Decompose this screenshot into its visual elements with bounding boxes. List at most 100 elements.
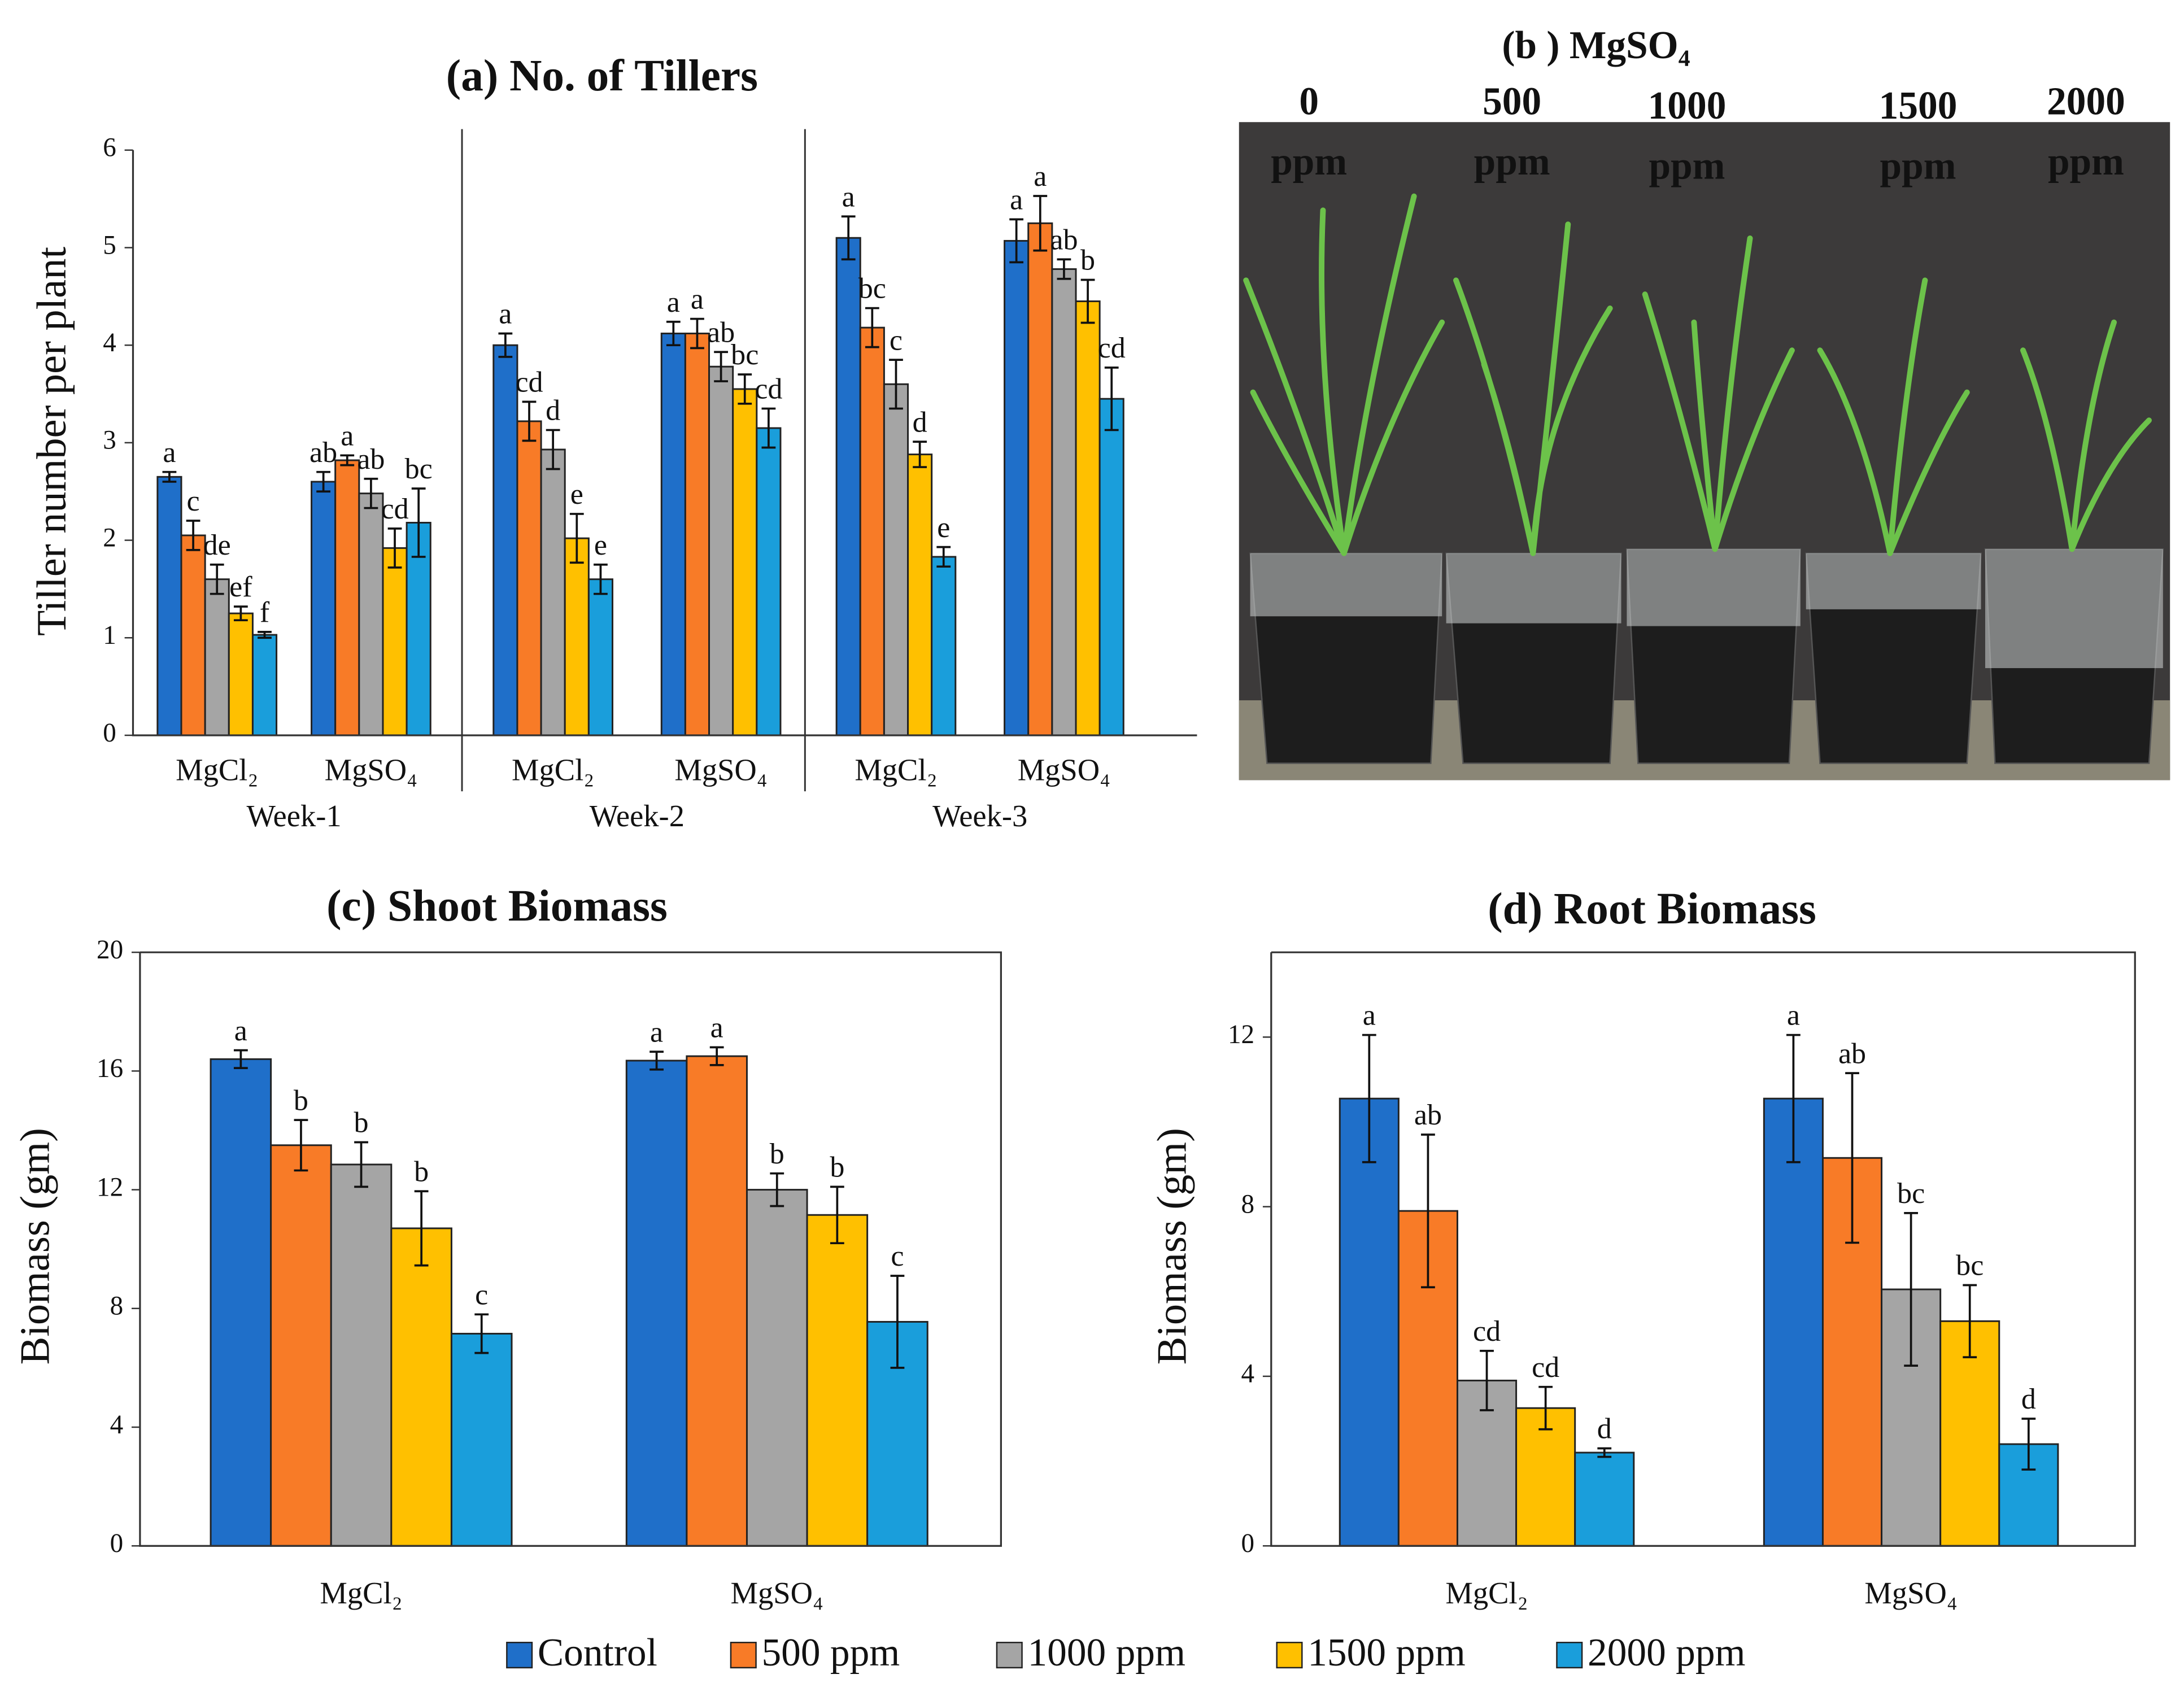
error-bar <box>1009 218 1024 264</box>
significance-letter: a <box>1034 160 1047 193</box>
legend-label: Control <box>538 1631 657 1675</box>
significance-letter: c <box>891 1240 904 1272</box>
y-tick-label: 1 <box>103 621 116 650</box>
error-bar <box>546 429 560 470</box>
significance-letter: b <box>830 1152 844 1184</box>
bar <box>450 1332 513 1547</box>
chart-title: (c) Shoot Biomass <box>326 881 668 931</box>
bar <box>1515 1407 1576 1547</box>
bar <box>270 1144 332 1547</box>
bar <box>931 556 957 736</box>
bar <box>756 427 782 736</box>
legend-label: 500 ppm <box>761 1631 900 1675</box>
x-tick-label: MgCl₂ <box>1445 1576 1528 1610</box>
bar <box>686 1055 748 1547</box>
error-bar <box>411 487 426 558</box>
error-bar <box>770 1172 784 1207</box>
photo-dose: 2000 <box>2047 80 2125 123</box>
significance-letter: a <box>1363 1000 1376 1032</box>
error-bar <box>522 400 537 442</box>
error-bar <box>186 520 200 551</box>
y-tick-label: 4 <box>103 328 116 357</box>
y-tick-label: 3 <box>103 426 116 455</box>
group-label: Week-1 <box>246 799 341 833</box>
y-tick-label: 0 <box>110 1529 124 1558</box>
axis <box>139 951 1002 1547</box>
significance-letter: e <box>937 512 950 544</box>
x-tick-label: MgSO₄ <box>1018 752 1110 787</box>
significance-letter: a <box>710 1012 723 1044</box>
error-bar <box>498 332 513 358</box>
error-bar <box>1033 195 1048 252</box>
error-bar <box>666 320 681 347</box>
significance-letter: cd <box>1098 332 1126 364</box>
y-tick-label: 5 <box>103 230 116 260</box>
error-bar <box>709 1046 724 1066</box>
error-bar <box>569 513 584 564</box>
bar <box>684 332 710 736</box>
photo-dose: 500 <box>1483 80 1541 123</box>
x-tick-label: MgCl₂ <box>512 752 594 787</box>
error-bar <box>738 373 752 405</box>
legend-swatch <box>506 1642 533 1669</box>
bar <box>806 1214 869 1547</box>
error-bar <box>340 454 355 466</box>
significance-letter: e <box>570 478 583 511</box>
error-bar <box>1597 1447 1612 1458</box>
y-tick-label: 4 <box>110 1410 124 1440</box>
bar <box>540 448 566 736</box>
significance-letter: ab <box>707 316 735 348</box>
bar <box>251 634 278 736</box>
photo-dose: 1000 <box>1648 84 1727 128</box>
y-tick-label: 6 <box>103 133 116 163</box>
group-label: Week-3 <box>932 799 1027 833</box>
bar <box>859 326 885 736</box>
y-tick-label: 12 <box>97 1172 123 1202</box>
legend-label: 1500 ppm <box>1307 1631 1466 1675</box>
chart-title: (d) Root Biomass <box>1488 884 1816 934</box>
significance-letter: bc <box>731 339 758 371</box>
significance-letter: cd <box>381 493 408 525</box>
bar <box>1027 222 1053 736</box>
error-bar <box>1104 367 1119 431</box>
significance-letter: bc <box>1897 1178 1925 1210</box>
error-bar <box>1080 278 1095 324</box>
photo-dose: 1500 <box>1879 84 1958 128</box>
bar <box>564 537 590 736</box>
bar <box>1574 1451 1635 1547</box>
bar <box>382 547 408 736</box>
photo-dose: 0 <box>1299 80 1319 123</box>
bar <box>334 459 360 736</box>
photo-unit: ppm <box>1271 140 1347 184</box>
y-tick-label: 16 <box>97 1054 123 1083</box>
significance-letter: a <box>163 437 176 469</box>
group-label: Week-2 <box>590 799 685 833</box>
bar <box>1763 1097 1824 1547</box>
error-bar <box>761 407 776 449</box>
error-bar <box>414 1190 429 1267</box>
x-tick-label: MgSO₄ <box>1864 1576 1957 1610</box>
error-bar <box>1421 1133 1435 1289</box>
x-tick-label: MgCl₂ <box>320 1576 402 1610</box>
significance-letter: de <box>203 529 231 561</box>
legend-label: 2000 ppm <box>1588 1631 1746 1675</box>
bar <box>516 420 542 736</box>
y-axis-label: Biomass (gm) <box>1149 1128 1195 1364</box>
significance-letter: b <box>414 1156 429 1188</box>
significance-letter: bc <box>1956 1250 1984 1282</box>
x-tick-label: MgCl₂ <box>176 752 258 787</box>
y-tick-label: 8 <box>1241 1189 1254 1219</box>
bar <box>732 388 758 736</box>
bar <box>358 492 384 736</box>
significance-letter: bc <box>858 273 886 305</box>
y-tick-label: 8 <box>110 1292 124 1321</box>
legend-swatch <box>1276 1642 1303 1669</box>
x-tick-label: MgSO₄ <box>674 752 767 787</box>
error-bar <box>1362 1034 1376 1163</box>
bar <box>587 578 613 736</box>
error-bar <box>1963 1284 1977 1358</box>
y-tick-label: 4 <box>1241 1359 1254 1389</box>
error-bar <box>387 527 402 569</box>
bar <box>883 383 909 736</box>
